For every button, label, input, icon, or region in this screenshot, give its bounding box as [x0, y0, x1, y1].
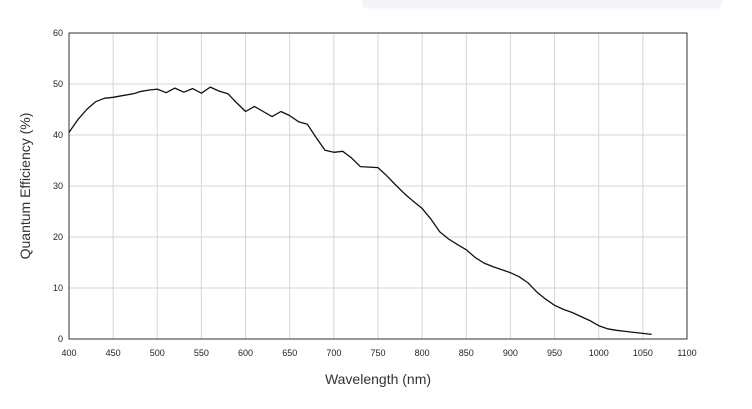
- y-tick-label: 60: [53, 28, 63, 38]
- x-tick-label: 1100: [677, 348, 696, 358]
- x-tick-label: 700: [326, 348, 341, 358]
- y-axis-title: Quantum Efficiency (%): [17, 113, 33, 260]
- x-tick-label: 500: [150, 348, 165, 358]
- grid-layer: [69, 33, 687, 339]
- x-axis-title: Wavelength (nm): [325, 371, 431, 387]
- x-tick-label: 600: [238, 348, 253, 358]
- x-tick-label: 550: [194, 348, 209, 358]
- x-ticks: 400 450 500 550 600 650 700 750 800 850 900 950 1000…: [61, 348, 696, 358]
- y-tick-label: 40: [53, 130, 63, 140]
- y-tick-label: 10: [53, 283, 63, 293]
- x-tick-label: 950: [547, 348, 562, 358]
- x-tick-label: 850: [459, 348, 474, 358]
- y-tick-label: 30: [53, 181, 63, 191]
- x-tick-label: 750: [370, 348, 385, 358]
- y-tick-label: 50: [53, 79, 63, 89]
- x-tick-label: 800: [415, 348, 430, 358]
- y-tick-label: 20: [53, 232, 63, 242]
- x-tick-label: 1050: [633, 348, 653, 358]
- x-tick-label: 1000: [589, 348, 609, 358]
- x-tick-label: 900: [503, 348, 518, 358]
- plot-frame: [68, 32, 688, 340]
- x-tick-label: 650: [282, 348, 297, 358]
- top-strip: [362, 0, 722, 8]
- y-ticks: 0 10 20 30 40 50 60: [53, 28, 63, 344]
- x-tick-label: 400: [61, 348, 76, 358]
- qe-line: [68, 86, 652, 336]
- x-tick-label: 450: [106, 348, 121, 358]
- y-tick-label: 0: [58, 334, 63, 344]
